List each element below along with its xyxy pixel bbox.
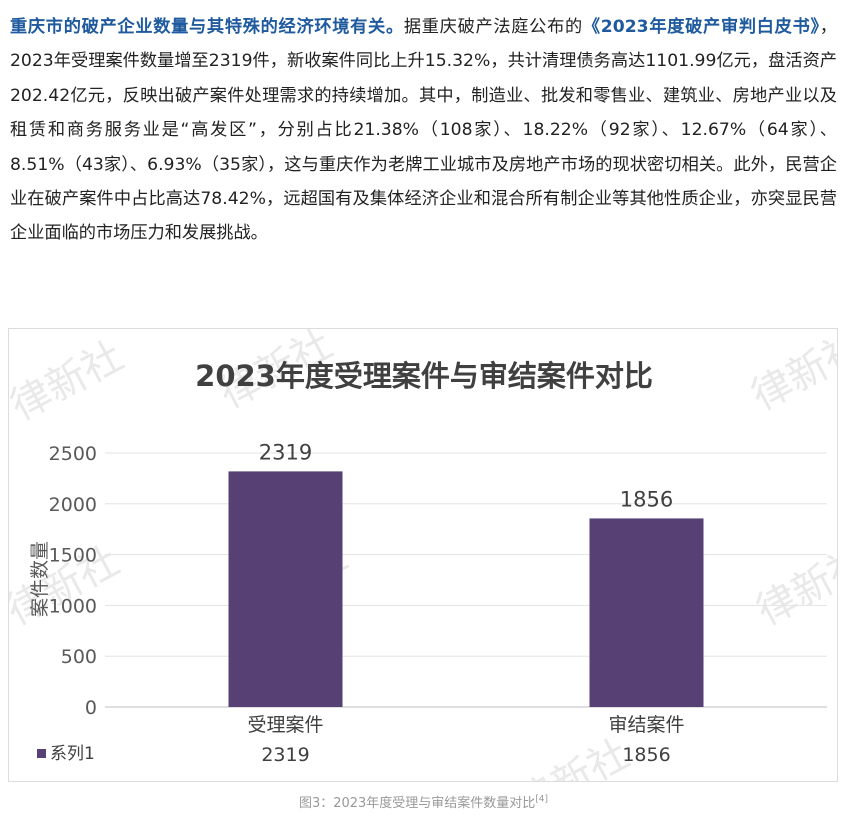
caption-text: 图3：2023年度受理与审结案件数量对比 <box>298 796 536 811</box>
bar-chart: 2023年度受理案件与审结案件对比 0 500 1000 1500 2000 2500 案… <box>29 359 827 766</box>
chart-title: 2023年度受理案件与审结案件对比 <box>195 359 653 393</box>
article-paragraph: 重庆市的破产企业数量与其特殊的经济环境有关。据重庆破产法庭公布的《2023年度破… <box>10 10 837 251</box>
figure-caption: 图3：2023年度受理与审结案件数量对比[4] <box>0 792 847 811</box>
data-label: 2319 <box>259 440 312 464</box>
gridlines <box>105 452 827 657</box>
table-value: 1856 <box>622 744 670 766</box>
table-value: 2319 <box>261 744 309 766</box>
x-tick-label: 审结案件 <box>608 714 684 736</box>
data-label: 1856 <box>620 487 673 511</box>
legend-swatch <box>37 749 46 758</box>
y-tick-label: 1000 <box>49 595 97 617</box>
y-axis-label: 案件数量 <box>29 541 51 617</box>
data-table: 系列1 受理案件 2319 审结案件 1856 <box>37 714 685 766</box>
y-tick-label: 2000 <box>49 494 97 516</box>
y-tick-label: 1500 <box>49 545 97 567</box>
y-tick-label: 2500 <box>49 443 97 465</box>
article-text: ，2023年受理案件数量增至2319件，新收案件同比上升15.32%，共计清理债… <box>10 17 837 244</box>
bar <box>228 471 343 707</box>
bars: 2319 1856 <box>228 440 704 707</box>
legend-series-name: 系列1 <box>50 744 95 764</box>
y-tick-label: 0 <box>85 697 97 719</box>
y-tick-label: 500 <box>61 646 97 668</box>
article-lead: 重庆市的破产企业数量与其特殊的经济环境有关。 <box>10 17 404 37</box>
chart-figure: 律新社 律新社 律新社 律新社 律新社 律新社 律新社 2023年度受理案件与审… <box>8 328 838 782</box>
caption-reference: [4] <box>535 794 549 805</box>
bar <box>589 518 704 707</box>
whitepaper-link[interactable]: 《2023年度破产审判白皮书》 <box>582 17 820 37</box>
article-text-before-link: 据重庆破产法庭公布的 <box>403 17 583 37</box>
y-axis-ticks: 0 500 1000 1500 2000 2500 <box>49 443 97 719</box>
x-tick-label: 受理案件 <box>247 714 323 736</box>
